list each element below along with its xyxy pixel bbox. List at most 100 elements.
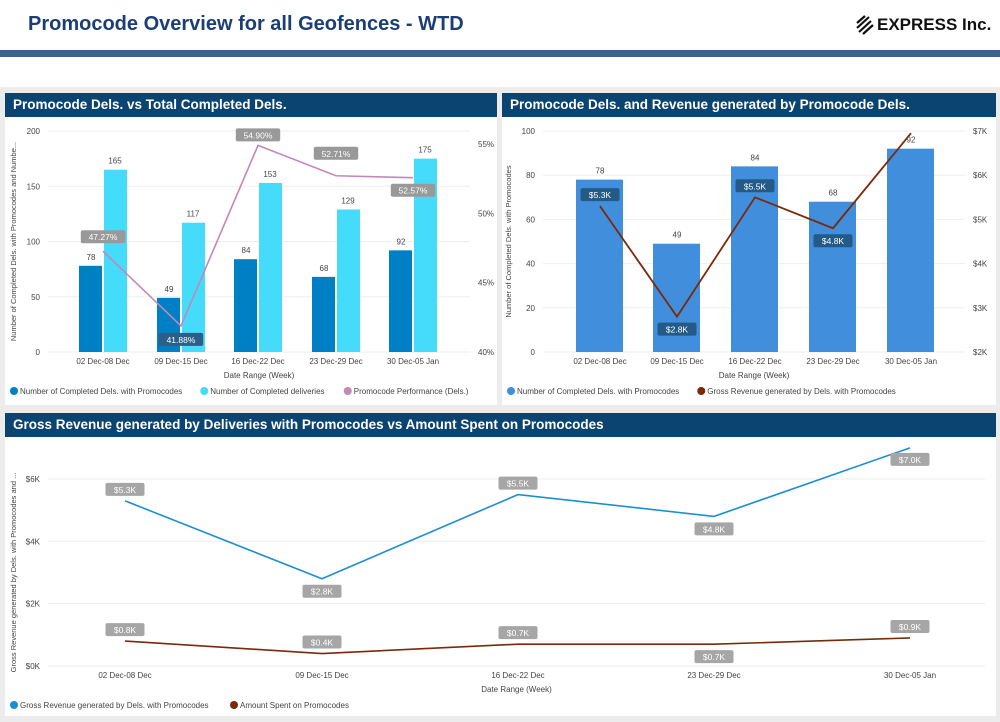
legend-marker bbox=[507, 387, 515, 395]
revenue-data-label: $4.8K bbox=[703, 524, 726, 534]
bar-promocode-dels bbox=[234, 259, 257, 352]
y-tick-label: 200 bbox=[27, 127, 41, 136]
legend-marker bbox=[343, 387, 352, 395]
line-data-label-bg bbox=[735, 179, 775, 193]
y-tick-label: 50 bbox=[31, 293, 40, 302]
legend-label: Gross Revenue generated by Dels. with Pr… bbox=[707, 387, 896, 396]
y-tick-label: 80 bbox=[526, 171, 535, 180]
spent-data-label: $0.9K bbox=[899, 622, 922, 632]
panel-title: Promocode Dels. vs Total Completed Dels. bbox=[5, 93, 497, 117]
bar-label: 68 bbox=[829, 189, 838, 198]
legend-label: Number of Completed Dels. with Promocode… bbox=[20, 387, 182, 396]
bar-total-dels bbox=[259, 182, 282, 352]
line-data-label-bg bbox=[390, 183, 436, 197]
line-data-label: $4.8K bbox=[822, 236, 845, 246]
bar-label: 84 bbox=[242, 246, 251, 255]
spent-data-label-bg bbox=[498, 626, 538, 640]
page-title: Promocode Overview for all Geofences - W… bbox=[28, 13, 464, 35]
bar-label: 165 bbox=[108, 157, 122, 166]
y-tick-label: $6K bbox=[26, 475, 41, 484]
legend-label: Amount Spent on Promocodes bbox=[240, 701, 349, 710]
legend-marker bbox=[697, 387, 706, 395]
spent-data-label-bg bbox=[890, 619, 930, 633]
y2-tick-label: 40% bbox=[478, 348, 494, 357]
y-tick-label: $4K bbox=[26, 537, 41, 546]
line-gross-revenue bbox=[124, 447, 911, 580]
bar-promocode-dels bbox=[389, 250, 412, 352]
bar-promocode-dels bbox=[79, 265, 102, 352]
x-tick-label: 23 Dec-29 Dec bbox=[806, 357, 859, 366]
y2-tick-label: $5K bbox=[973, 215, 988, 224]
x-tick-label: 30 Dec-05 Jan bbox=[884, 671, 936, 680]
x-axis-title: Date Range (Week) bbox=[481, 685, 552, 694]
y-tick-label: 20 bbox=[526, 304, 535, 313]
x-tick-label: 23 Dec-29 Dec bbox=[309, 357, 362, 366]
x-tick-label: 09 Dec-15 Dec bbox=[154, 357, 207, 366]
bar-promocode-dels bbox=[576, 179, 623, 352]
revenue-data-label: $2.8K bbox=[311, 587, 334, 597]
x-tick-label: 16 Dec-22 Dec bbox=[231, 357, 284, 366]
bar-promocode-dels bbox=[809, 201, 856, 352]
legend-marker bbox=[200, 387, 209, 395]
x-tick-label: 16 Dec-22 Dec bbox=[728, 357, 781, 366]
y-tick-label: 150 bbox=[27, 182, 41, 191]
line-data-label-bg bbox=[80, 230, 126, 244]
legend-label: Number of Completed Dels. with Promocode… bbox=[517, 387, 679, 396]
bar-promocode-dels bbox=[653, 243, 700, 352]
x-tick-label: 09 Dec-15 Dec bbox=[295, 671, 348, 680]
y-axis-title: Number of Completed Dels. with Promocode… bbox=[9, 142, 18, 341]
y2-tick-label: 45% bbox=[478, 279, 494, 288]
bar-label: 78 bbox=[87, 253, 96, 262]
bar-label: 92 bbox=[397, 237, 406, 246]
x-tick-label: 16 Dec-22 Dec bbox=[491, 671, 544, 680]
panel-title: Gross Revenue generated by Deliveries wi… bbox=[5, 413, 996, 437]
y-tick-label: $0K bbox=[26, 662, 41, 671]
x-tick-label: 30 Dec-05 Jan bbox=[885, 357, 937, 366]
y-tick-label: 60 bbox=[526, 215, 535, 224]
legend-marker bbox=[230, 701, 238, 709]
line-gross-revenue bbox=[599, 132, 912, 319]
line-data-label-bg bbox=[580, 188, 620, 202]
line-data-label-bg bbox=[313, 146, 359, 160]
bar-promocode-dels bbox=[312, 276, 335, 352]
line-data-label-bg bbox=[657, 322, 697, 336]
y2-tick-label: 55% bbox=[478, 140, 494, 149]
x-tick-label: 02 Dec-08 Dec bbox=[573, 357, 626, 366]
y2-tick-label: $3K bbox=[973, 304, 988, 313]
y2-tick-label: $6K bbox=[973, 171, 988, 180]
x-tick-label: 02 Dec-08 Dec bbox=[76, 357, 129, 366]
y-tick-label: 0 bbox=[36, 348, 41, 357]
y-tick-label: $2K bbox=[26, 600, 41, 609]
bar-total-dels bbox=[104, 169, 127, 352]
revenue-data-label-bg bbox=[498, 476, 538, 490]
revenue-data-label-bg bbox=[105, 482, 145, 496]
page-header: Promocode Overview for all Geofences - W… bbox=[0, 0, 1000, 50]
line-data-label: 52.57% bbox=[399, 186, 428, 196]
y2-tick-label: $2K bbox=[973, 348, 988, 357]
line-data-label-bg bbox=[158, 332, 204, 346]
logo-text: EXPRESS Inc. bbox=[877, 15, 992, 34]
legend-marker bbox=[10, 387, 18, 395]
revenue-data-label-bg bbox=[694, 522, 734, 536]
bar-label: 84 bbox=[751, 153, 760, 162]
bar-label: 49 bbox=[673, 231, 682, 240]
bar-total-dels bbox=[414, 158, 437, 352]
legend-label: Gross Revenue generated by Dels. with Pr… bbox=[20, 701, 209, 710]
logo-stripes-icon bbox=[856, 15, 874, 35]
y-tick-label: 40 bbox=[526, 260, 535, 269]
bar-label: 49 bbox=[165, 285, 174, 294]
x-tick-label: 23 Dec-29 Dec bbox=[687, 671, 740, 680]
x-axis-title: Date Range (Week) bbox=[224, 371, 295, 380]
y2-tick-label: $7K bbox=[973, 127, 988, 136]
bar-label: 153 bbox=[263, 170, 277, 179]
x-tick-label: 09 Dec-15 Dec bbox=[650, 357, 703, 366]
y-tick-label: 100 bbox=[27, 238, 41, 247]
company-logo: EXPRESS Inc. bbox=[855, 15, 991, 35]
line-data-label-bg bbox=[235, 128, 281, 142]
bar-label: 175 bbox=[418, 146, 432, 155]
x-tick-label: 02 Dec-08 Dec bbox=[98, 671, 151, 680]
line-data-label: $5.3K bbox=[589, 190, 612, 200]
bar-promocode-dels bbox=[887, 148, 934, 352]
bar-label: 117 bbox=[187, 210, 200, 219]
